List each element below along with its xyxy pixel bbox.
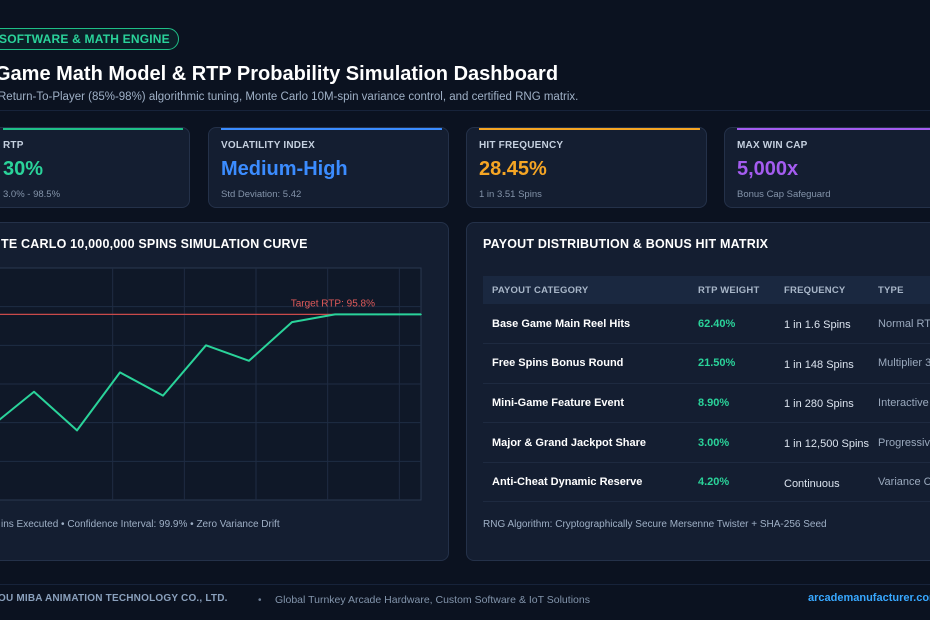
kpi-note: 3.0% - 98.5%	[3, 189, 61, 200]
kpi-note: Bonus Cap Safeguard	[737, 189, 831, 200]
column-header-frequency: FREQUENCY	[775, 276, 870, 304]
row-type: Multiplier 3	[869, 343, 930, 384]
row-type: Progressive	[869, 422, 930, 463]
simulation-note: ins Executed • Confidence Interval: 99.9…	[1, 519, 280, 530]
kpi-label: HIT FREQUENCY	[479, 140, 564, 151]
kpi-note: 1 in 3.51 Spins	[479, 189, 542, 200]
row-type: Variance Cla	[869, 462, 930, 503]
kpi-label: VOLATILITY INDEX	[221, 140, 315, 151]
row-frequency: 1 in 12,500 Spins	[775, 422, 870, 463]
rtp-data-point	[377, 313, 379, 316]
section-badge: SOFTWARE & MATH ENGINE	[0, 28, 179, 50]
footer-divider	[0, 584, 930, 585]
row-weight: 62.40%	[689, 304, 775, 345]
header-divider	[0, 110, 930, 111]
rtp-data-point	[334, 313, 336, 316]
row-frequency: 1 in 280 Spins	[775, 383, 870, 424]
kpi-value: Medium-High	[221, 158, 348, 180]
payout-title: PAYOUT DISTRIBUTION & BONUS HIT MATRIX	[483, 237, 769, 251]
kpi-accent-bar	[737, 128, 930, 130]
kpi-note: Std Deviation: 5.42	[221, 189, 302, 200]
rtp-data-point	[33, 390, 35, 393]
rtp-data-point	[420, 313, 422, 316]
kpi-card-volatility: VOLATILITY INDEX Medium-High Std Deviati…	[208, 127, 449, 208]
kpi-accent-bar	[221, 128, 442, 130]
rtp-data-point	[119, 371, 121, 374]
rtp-data-point	[248, 360, 250, 362]
rtp-data-point	[162, 394, 164, 397]
table-row: Major & Grand Jackpot Share 3.00% 1 in 1…	[483, 422, 930, 463]
page-subtitle: Return-To-Player (85%-98%) algorithmic t…	[0, 91, 579, 103]
kpi-label: MAX WIN CAP	[737, 140, 808, 151]
row-category: Base Game Main Reel Hits	[483, 304, 689, 345]
row-weight: 8.90%	[689, 383, 775, 424]
rtp-data-point	[76, 429, 78, 432]
payout-table-header: PAYOUT CATEGORY RTP WEIGHT FREQUENCY TYP…	[483, 276, 930, 304]
footer-website-link[interactable]: arcademanufacturer.com	[808, 592, 930, 604]
column-header-weight: RTP WEIGHT	[689, 276, 775, 304]
column-header-type: TYPE	[869, 276, 930, 304]
row-weight: 3.00%	[689, 422, 775, 463]
simulation-title: TE CARLO 10,000,000 SPINS SIMULATION CUR…	[1, 237, 308, 251]
table-row: Mini-Game Feature Event 8.90% 1 in 280 S…	[483, 383, 930, 424]
footer-separator: •	[258, 595, 262, 606]
kpi-value: 5,000x	[737, 158, 799, 180]
kpi-accent-bar	[479, 128, 700, 130]
kpi-card-hit-frequency: HIT FREQUENCY 28.45% 1 in 3.51 Spins	[466, 127, 707, 208]
kpi-accent-bar	[3, 128, 183, 130]
page-title: Game Math Model & RTP Probability Simula…	[0, 63, 559, 85]
kpi-card-max-win: MAX WIN CAP 5,000x Bonus Cap Safeguard	[724, 127, 930, 208]
target-rtp-label: Target RTP: 95.8%	[291, 298, 375, 309]
row-category: Anti-Cheat Dynamic Reserve	[483, 462, 689, 503]
kpi-label: RTP	[3, 140, 24, 151]
simulation-chart-svg: Target RTP: 95.8%	[0, 267, 422, 501]
row-weight: 4.20%	[689, 462, 775, 503]
column-header-category: PAYOUT CATEGORY	[483, 276, 689, 304]
row-frequency: Continuous	[775, 462, 870, 503]
row-frequency: 1 in 1.6 Spins	[775, 304, 870, 345]
row-category: Major & Grand Jackpot Share	[483, 422, 689, 463]
row-type: Interactive	[869, 383, 930, 424]
footer-company: OU MIBA ANIMATION TECHNOLOGY CO., LTD.	[0, 593, 228, 604]
table-row: Anti-Cheat Dynamic Reserve 4.20% Continu…	[483, 462, 930, 503]
payout-panel: PAYOUT DISTRIBUTION & BONUS HIT MATRIX P…	[466, 222, 930, 561]
row-frequency: 1 in 148 Spins	[775, 343, 870, 384]
row-weight: 21.50%	[689, 343, 775, 384]
kpi-value: 30%	[3, 158, 44, 180]
table-row: Base Game Main Reel Hits 62.40% 1 in 1.6…	[483, 304, 930, 345]
rtp-data-point	[291, 321, 293, 323]
row-type: Normal RTP	[869, 304, 930, 345]
payout-table: PAYOUT CATEGORY RTP WEIGHT FREQUENCY TYP…	[483, 276, 930, 503]
kpi-card-rtp: RTP 30% 3.0% - 98.5%	[0, 127, 190, 208]
footer-tagline: Global Turnkey Arcade Hardware, Custom S…	[275, 594, 590, 606]
rtp-data-point	[205, 344, 207, 347]
kpi-value: 28.45%	[479, 158, 547, 180]
row-category: Mini-Game Feature Event	[483, 383, 689, 424]
simulation-chart: Target RTP: 95.8%	[0, 267, 423, 501]
row-category: Free Spins Bonus Round	[483, 343, 689, 384]
simulation-panel: TE CARLO 10,000,000 SPINS SIMULATION CUR…	[0, 222, 449, 561]
table-row: Free Spins Bonus Round 21.50% 1 in 148 S…	[483, 343, 930, 384]
rng-note: RNG Algorithm: Cryptographically Secure …	[483, 519, 827, 530]
